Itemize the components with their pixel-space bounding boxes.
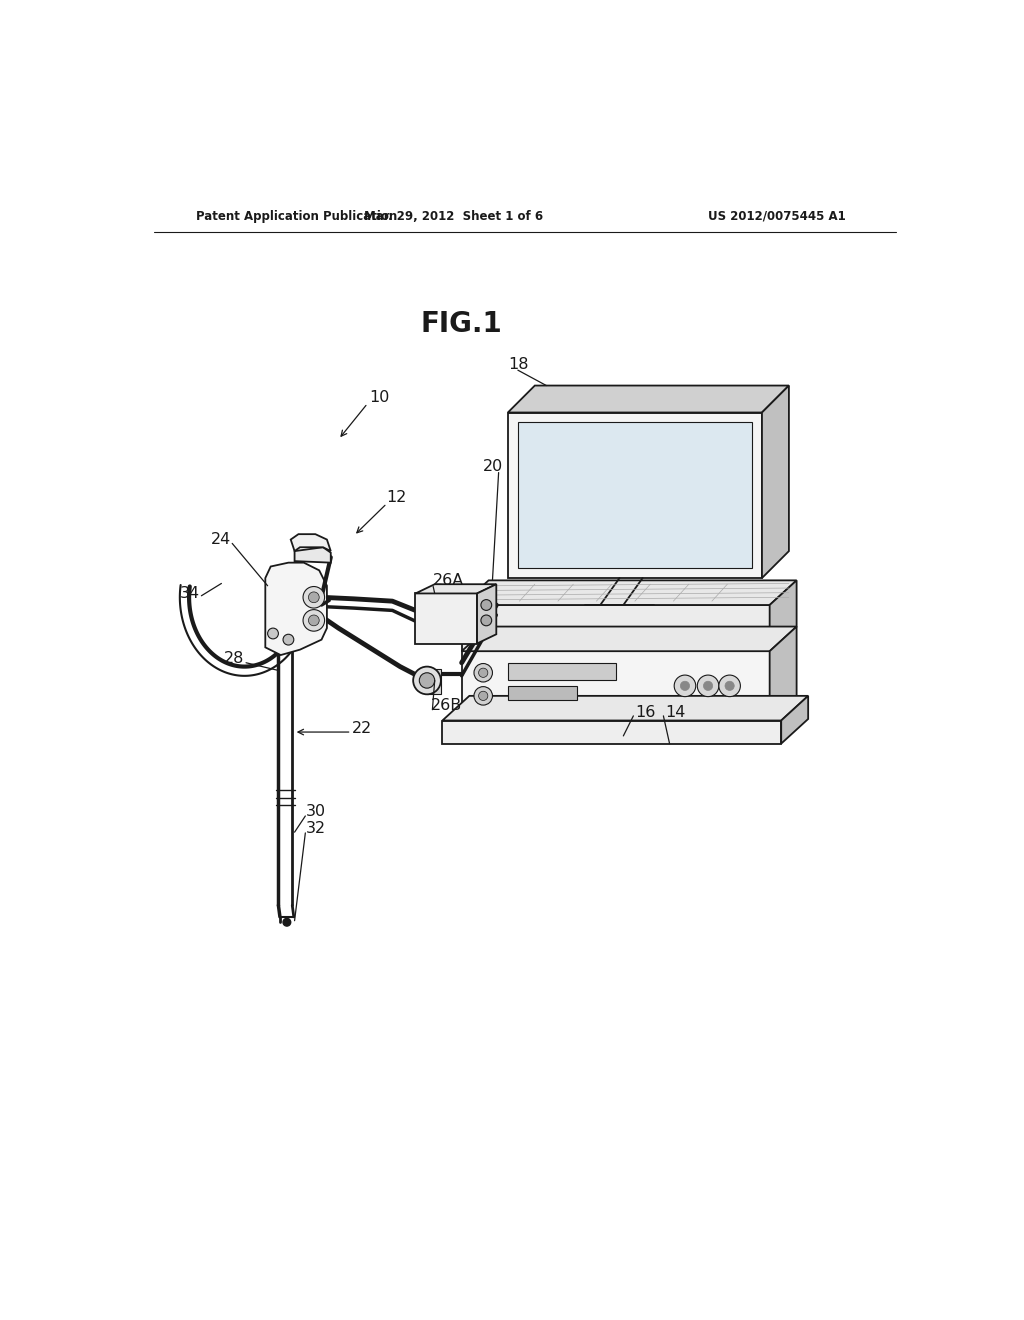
Text: 20: 20 [483, 459, 504, 474]
Circle shape [719, 675, 740, 697]
Polygon shape [427, 669, 441, 693]
Polygon shape [416, 585, 497, 594]
Text: 34: 34 [180, 586, 200, 601]
Polygon shape [295, 548, 331, 562]
Polygon shape [462, 605, 770, 651]
Text: 28: 28 [224, 651, 245, 667]
Circle shape [474, 664, 493, 682]
Text: 26B: 26B [431, 697, 462, 713]
Polygon shape [442, 721, 781, 743]
Polygon shape [770, 581, 797, 651]
Text: 10: 10 [370, 389, 390, 405]
Bar [508, 686, 578, 700]
Polygon shape [770, 627, 797, 721]
Polygon shape [477, 585, 497, 644]
Polygon shape [781, 696, 808, 743]
Circle shape [474, 686, 493, 705]
Text: 16: 16 [635, 705, 655, 721]
Circle shape [478, 668, 487, 677]
Polygon shape [416, 594, 477, 644]
Circle shape [308, 615, 319, 626]
Text: 22: 22 [352, 721, 373, 735]
Circle shape [481, 615, 492, 626]
Text: 24: 24 [210, 532, 230, 546]
Polygon shape [265, 562, 327, 655]
Text: US 2012/0075445 A1: US 2012/0075445 A1 [709, 210, 846, 223]
Polygon shape [462, 581, 797, 605]
Circle shape [680, 681, 689, 690]
Polygon shape [462, 651, 770, 721]
Circle shape [703, 681, 713, 690]
Circle shape [283, 635, 294, 645]
Circle shape [303, 586, 325, 609]
Text: FIG.1: FIG.1 [421, 310, 503, 338]
Circle shape [283, 919, 291, 927]
Text: 18: 18 [508, 358, 528, 372]
Circle shape [674, 675, 695, 697]
Circle shape [303, 610, 325, 631]
Polygon shape [291, 535, 331, 552]
Text: Mar. 29, 2012  Sheet 1 of 6: Mar. 29, 2012 Sheet 1 of 6 [365, 210, 544, 223]
Circle shape [267, 628, 279, 639]
Text: 12: 12 [386, 490, 407, 504]
Text: 32: 32 [306, 821, 327, 836]
Circle shape [725, 681, 734, 690]
Polygon shape [518, 422, 752, 568]
Circle shape [419, 673, 435, 688]
Text: 14: 14 [665, 705, 685, 721]
Polygon shape [508, 412, 762, 578]
Polygon shape [508, 385, 788, 412]
Polygon shape [762, 385, 788, 578]
Circle shape [413, 667, 441, 694]
Bar [508, 663, 615, 680]
Circle shape [478, 692, 487, 701]
Circle shape [697, 675, 719, 697]
Circle shape [308, 591, 319, 603]
Text: 30: 30 [306, 804, 327, 818]
Text: 26A: 26A [433, 573, 465, 587]
Polygon shape [462, 627, 797, 651]
Polygon shape [442, 696, 808, 721]
Text: Patent Application Publication: Patent Application Publication [196, 210, 397, 223]
Circle shape [481, 599, 492, 610]
